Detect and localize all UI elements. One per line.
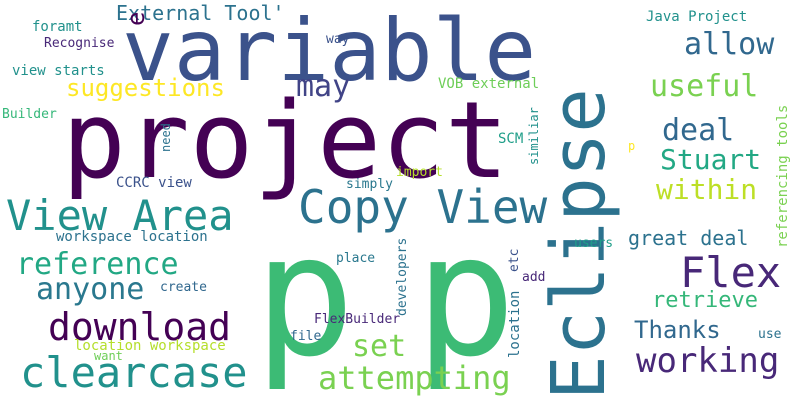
word-way: way	[326, 32, 350, 47]
word-place: place	[336, 251, 376, 266]
word-thanks: Thanks	[634, 316, 721, 344]
word-set: set	[352, 329, 407, 364]
word-reference: reference	[16, 247, 179, 282]
word-ccrc-view: CCRC view	[116, 175, 192, 191]
word-view-starts: view starts	[12, 63, 105, 79]
word-suggestions: suggestions	[66, 74, 225, 102]
word-download: download	[48, 305, 232, 349]
word-project: project	[62, 79, 509, 202]
word-file: file	[290, 329, 322, 344]
word-working: working	[636, 341, 780, 381]
word-view-area: View Area	[6, 191, 234, 240]
word-variable: variable	[122, 1, 537, 101]
word-import: import	[396, 165, 443, 180]
word-java-project: Java Project	[646, 9, 748, 25]
word-create: create	[160, 280, 207, 295]
word-great-deal: great deal	[628, 226, 749, 250]
word-use: use	[758, 327, 782, 342]
word-anyone: anyone	[36, 272, 145, 307]
word-p-left: p	[254, 198, 356, 394]
word-allow: allow	[684, 27, 775, 62]
word-external-tool: External Tool'	[116, 1, 285, 25]
word-flexbuilder: FlexBuilder	[314, 312, 401, 327]
word-etc: etc	[507, 248, 522, 272]
word-copy-view: Copy View	[298, 180, 548, 234]
word-within: within	[656, 173, 758, 206]
word-referencing-tools: referencing tools	[775, 104, 791, 248]
word-want: want	[94, 349, 123, 363]
word-developers: developers	[395, 237, 410, 316]
word-may: may	[296, 69, 351, 104]
word-simply: simply	[346, 177, 393, 192]
word-need: need	[159, 123, 173, 152]
word-recognise: Recognise	[44, 36, 115, 51]
word-attempting: attempting	[318, 359, 511, 397]
word-location-workspace: location workspace	[74, 338, 226, 354]
word-workspace-location: workspace location	[56, 229, 208, 245]
word-location: location	[507, 290, 523, 358]
word-retrieve: retrieve	[652, 288, 758, 313]
word-flex: Flex	[680, 248, 782, 297]
word-p-right: p	[415, 198, 517, 394]
word-scm: SCM	[498, 131, 524, 147]
word-similiar: similiar	[527, 107, 541, 165]
word-add: add	[522, 270, 546, 285]
word-p-small: p	[628, 139, 636, 153]
word-deal: deal	[662, 113, 735, 148]
word-foramt: foramt	[32, 19, 83, 35]
word-e: e	[122, 11, 150, 26]
word-users: users	[574, 236, 614, 251]
word-useful: useful	[650, 69, 759, 104]
word-vob-external: VOB external	[438, 76, 540, 92]
word-builder: Builder	[2, 107, 57, 122]
word-stuart: Stuart	[660, 143, 762, 176]
word-clearcase: clearcase	[20, 348, 248, 397]
